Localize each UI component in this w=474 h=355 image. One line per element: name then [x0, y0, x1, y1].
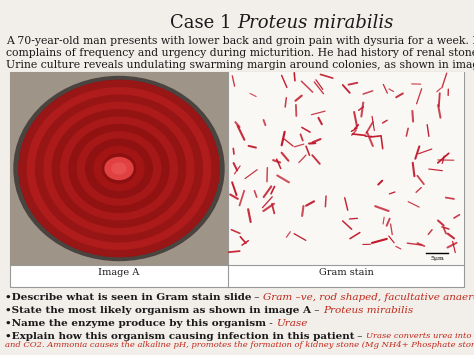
Text: Proteus mirabilis: Proteus mirabilis [323, 306, 413, 315]
Ellipse shape [102, 154, 136, 183]
Text: –: – [355, 332, 366, 341]
Text: •Describe what is seen in Gram stain slide: •Describe what is seen in Gram stain sli… [5, 293, 252, 302]
Ellipse shape [110, 161, 128, 176]
Text: •Describe what is seen in Gram stain slide –: •Describe what is seen in Gram stain sli… [5, 293, 241, 302]
Text: •State the most likely organism as shown in image A –: •State the most likely organism as shown… [5, 306, 295, 315]
Text: complains of frequency and urgency during micturition. He had history of renal s: complains of frequency and urgency durin… [6, 48, 474, 58]
Text: A 70-year-old man presents with lower back and groin pain with dysuria for a wee: A 70-year-old man presents with lower ba… [6, 36, 474, 46]
Text: Proteus mirabilis: Proteus mirabilis [237, 14, 393, 32]
FancyBboxPatch shape [10, 72, 228, 265]
Ellipse shape [27, 88, 210, 249]
Text: •State the most likely organism as shown in image A: •State the most likely organism as shown… [5, 306, 311, 315]
Text: Gram –ve, rod shaped, facultative anaerobic: Gram –ve, rod shaped, facultative anaero… [263, 293, 474, 302]
Ellipse shape [36, 95, 202, 242]
Ellipse shape [94, 147, 144, 191]
Text: –: – [311, 306, 323, 315]
Text: –: – [311, 306, 323, 315]
Text: 5μm: 5μm [430, 256, 444, 261]
Text: –: – [355, 332, 366, 341]
Text: •Explain how this organism causing infection in this patient –: •Explain how this organism causing infec… [5, 332, 333, 341]
Text: Urase converts urea into ammonia: Urase converts urea into ammonia [366, 332, 474, 340]
Ellipse shape [69, 125, 169, 213]
Text: –: – [252, 293, 263, 302]
FancyBboxPatch shape [228, 72, 464, 265]
FancyBboxPatch shape [10, 72, 464, 265]
Text: and CO2. Ammonia causes the alkaline pH, promotes the formation of kidney stone : and CO2. Ammonia causes the alkaline pH,… [5, 341, 474, 349]
Ellipse shape [61, 117, 177, 220]
Ellipse shape [44, 103, 194, 235]
Text: •Explain how this organism causing infection in this patient: •Explain how this organism causing infec… [5, 332, 355, 341]
Text: Gram stain: Gram stain [319, 268, 374, 277]
Ellipse shape [19, 81, 219, 257]
Text: •Name the enzyme produce by this organism: •Name the enzyme produce by this organis… [5, 319, 266, 328]
Ellipse shape [112, 163, 126, 174]
Ellipse shape [105, 158, 133, 180]
Ellipse shape [19, 81, 219, 257]
FancyBboxPatch shape [10, 265, 464, 287]
Text: Urine culture reveals undulating swarming margin around colonies, as shown in im: Urine culture reveals undulating swarmin… [6, 60, 474, 70]
Text: –: – [252, 293, 263, 302]
Ellipse shape [86, 139, 152, 198]
Ellipse shape [52, 110, 186, 227]
Text: Urase: Urase [276, 319, 307, 328]
Text: •Name the enzyme produce by this organism -: •Name the enzyme produce by this organis… [5, 319, 254, 328]
Text: -: - [266, 319, 276, 328]
Ellipse shape [14, 76, 224, 261]
Text: -: - [266, 319, 276, 328]
Ellipse shape [77, 132, 161, 205]
Text: Case 1: Case 1 [170, 14, 237, 32]
Text: Image A: Image A [99, 268, 140, 277]
